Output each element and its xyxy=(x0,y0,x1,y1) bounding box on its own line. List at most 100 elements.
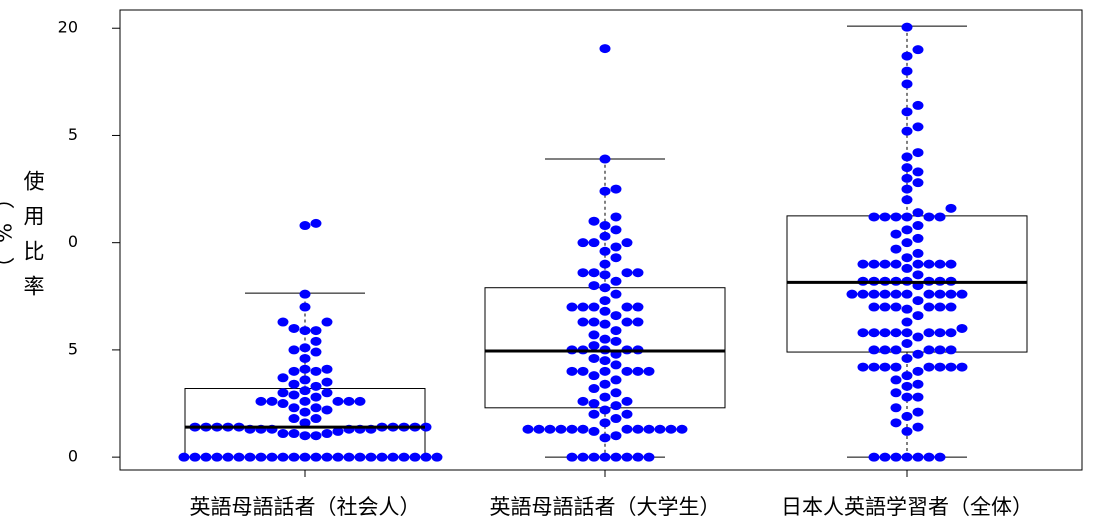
data-point xyxy=(912,233,924,243)
data-point xyxy=(934,362,946,372)
data-point xyxy=(879,362,891,372)
data-point xyxy=(621,409,633,419)
data-point xyxy=(923,212,935,222)
data-point xyxy=(610,375,622,385)
data-point xyxy=(599,356,611,366)
data-point xyxy=(610,184,622,194)
data-point xyxy=(621,238,633,248)
data-point xyxy=(890,244,902,254)
data-point xyxy=(879,452,891,462)
data-point xyxy=(610,360,622,370)
data-point xyxy=(923,345,935,355)
data-point xyxy=(610,414,622,424)
data-point xyxy=(277,373,289,383)
data-point xyxy=(901,353,913,363)
data-point xyxy=(901,107,913,117)
data-point xyxy=(266,396,278,406)
data-point xyxy=(923,302,935,312)
data-point xyxy=(890,212,902,222)
data-point xyxy=(588,341,600,351)
data-point xyxy=(288,403,300,413)
data-point xyxy=(901,163,913,173)
data-point xyxy=(621,452,633,462)
data-point xyxy=(857,289,869,299)
data-point xyxy=(879,345,891,355)
data-point xyxy=(868,452,880,462)
data-point xyxy=(398,452,410,462)
data-point xyxy=(310,452,322,462)
data-point xyxy=(599,221,611,231)
data-point xyxy=(890,302,902,312)
data-point xyxy=(588,238,600,248)
data-point xyxy=(632,268,644,278)
data-point xyxy=(599,334,611,344)
data-point xyxy=(376,452,388,462)
y-tick-label: 0 xyxy=(68,232,78,251)
data-point xyxy=(901,126,913,136)
data-point xyxy=(321,452,333,462)
data-point xyxy=(299,452,311,462)
data-point xyxy=(923,328,935,338)
data-point xyxy=(934,452,946,462)
data-point xyxy=(945,345,957,355)
data-point xyxy=(665,424,677,434)
data-point xyxy=(178,452,190,462)
data-point xyxy=(901,253,913,263)
data-point xyxy=(912,148,924,158)
data-point xyxy=(588,281,600,291)
data-point xyxy=(868,302,880,312)
y-axis-title: 使用比率（%） xyxy=(0,170,45,310)
data-point xyxy=(879,302,891,312)
data-point xyxy=(901,289,913,299)
data-point xyxy=(310,392,322,402)
data-point xyxy=(266,452,278,462)
data-point xyxy=(277,388,289,398)
data-point xyxy=(912,259,924,269)
data-point xyxy=(901,328,913,338)
data-point xyxy=(299,418,311,428)
data-point xyxy=(934,289,946,299)
data-point xyxy=(599,418,611,428)
data-point xyxy=(934,328,946,338)
data-point xyxy=(945,362,957,372)
data-point xyxy=(901,152,913,162)
data-point xyxy=(255,452,267,462)
data-point xyxy=(409,452,421,462)
data-point xyxy=(321,429,333,439)
data-point xyxy=(610,452,622,462)
data-point xyxy=(901,66,913,76)
data-point xyxy=(923,362,935,372)
data-point xyxy=(310,414,322,424)
data-point xyxy=(599,296,611,306)
data-point xyxy=(321,317,333,327)
x-tick-label: 英語母語話者（大学生） xyxy=(490,495,721,519)
data-point xyxy=(321,364,333,374)
data-point xyxy=(912,178,924,188)
data-point xyxy=(599,452,611,462)
data-point xyxy=(912,167,924,177)
data-point xyxy=(901,381,913,391)
data-point xyxy=(945,328,957,338)
data-point xyxy=(387,452,399,462)
data-point xyxy=(577,396,589,406)
data-point xyxy=(299,221,311,231)
data-point xyxy=(846,289,858,299)
data-point xyxy=(299,407,311,417)
data-point xyxy=(288,323,300,333)
data-point xyxy=(288,366,300,376)
data-point xyxy=(610,289,622,299)
data-point xyxy=(868,362,880,372)
data-point xyxy=(299,343,311,353)
data-point xyxy=(588,426,600,436)
data-point xyxy=(588,371,600,381)
data-point xyxy=(299,375,311,385)
data-point xyxy=(610,431,622,441)
plot-frame xyxy=(119,9,1083,471)
data-point xyxy=(588,384,600,394)
data-point xyxy=(588,317,600,327)
data-point xyxy=(577,238,589,248)
x-tick-label: 英語母語話者（社会人） xyxy=(190,495,421,519)
data-point xyxy=(277,317,289,327)
